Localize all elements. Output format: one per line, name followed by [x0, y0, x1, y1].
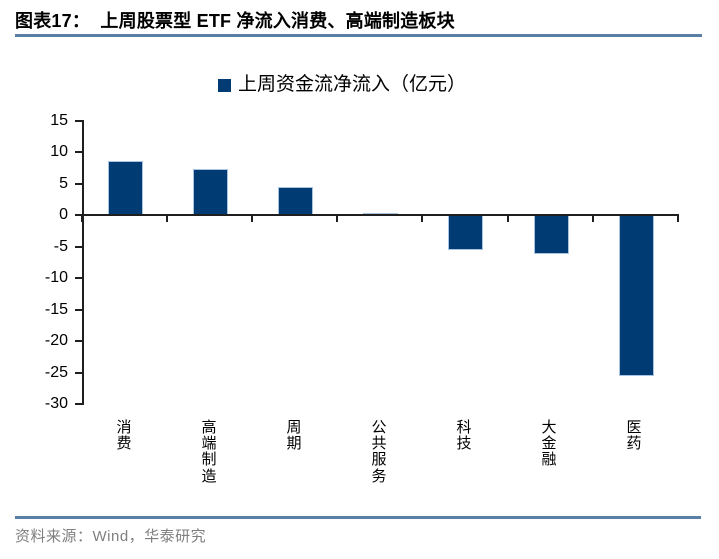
- x-axis-label: 周期: [286, 419, 302, 453]
- y-tick: [75, 151, 82, 153]
- y-axis-label: -25: [44, 363, 68, 381]
- y-tick: [75, 403, 82, 405]
- y-axis-label: -20: [44, 332, 68, 349]
- x-axis-label: 大金融: [541, 419, 557, 469]
- x-tick: [506, 216, 509, 222]
- y-tick: [75, 277, 82, 279]
- y-tick: [75, 371, 82, 374]
- x-axis-label: 公共服务: [371, 419, 387, 485]
- figure-title: 图表17： 上周股票型 ETF 净流入消费、高端制造板块: [15, 11, 455, 31]
- x-tick: [421, 216, 424, 222]
- source-note: 资料来源：Wind，华泰研究: [15, 528, 207, 545]
- y-axis-line: [82, 120, 84, 405]
- y-axis-label: 5: [59, 174, 68, 192]
- x-axis-label: 高端制造: [201, 419, 217, 485]
- title-underline: [15, 34, 702, 37]
- x-tick: [166, 216, 169, 222]
- y-tick: [75, 214, 82, 216]
- y-axis-label: -10: [44, 269, 68, 286]
- legend-swatch-icon: [218, 78, 231, 92]
- chart-bar-1: [193, 169, 228, 215]
- chart-bar-4: [448, 215, 483, 250]
- legend-label: 上周资金流净流入（亿元）: [238, 74, 467, 95]
- chart-legend: 上周资金流净流入（亿元）: [218, 74, 466, 96]
- y-axis-label: 0: [59, 206, 68, 223]
- x-axis-label: 医药: [626, 419, 642, 453]
- x-axis-line: [82, 214, 679, 216]
- footer-divider: [15, 516, 701, 519]
- chart-bar-6: [619, 215, 654, 376]
- y-axis-label: 15: [50, 111, 68, 129]
- y-tick: [75, 340, 82, 342]
- y-tick: [75, 308, 82, 311]
- x-tick: [251, 216, 254, 222]
- y-tick: [75, 119, 82, 122]
- x-axis-label: 消费: [116, 419, 132, 453]
- y-axis-label: 10: [50, 143, 68, 160]
- y-tick: [75, 245, 82, 248]
- x-tick: [336, 216, 339, 222]
- x-axis-label: 科技: [456, 419, 472, 453]
- chart-bar-5: [534, 215, 569, 254]
- chart-bar-2: [278, 187, 313, 215]
- y-tick: [75, 182, 82, 185]
- y-axis-label: -5: [53, 237, 68, 255]
- x-tick: [676, 216, 679, 222]
- chart-bar-0: [108, 161, 143, 215]
- x-tick: [591, 216, 594, 222]
- y-axis-label: -15: [44, 300, 68, 318]
- y-axis-label: -30: [44, 395, 68, 412]
